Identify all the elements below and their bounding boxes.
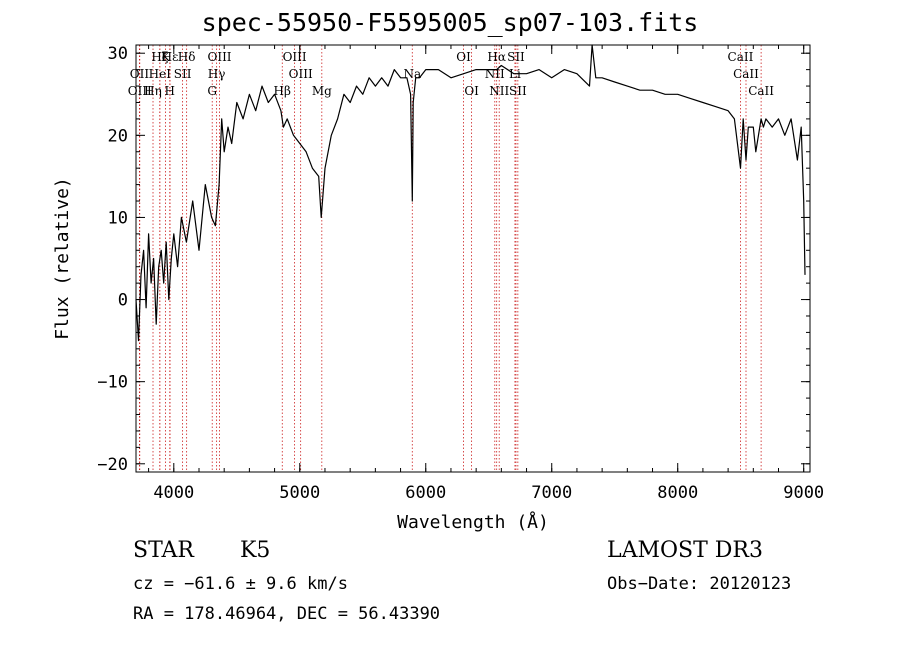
line-label: OIII: [128, 84, 152, 98]
emission-line-markers: [139, 45, 762, 472]
object-subclass: K5: [240, 538, 271, 563]
x-axis-label: Wavelength (Å): [397, 511, 549, 533]
survey-name: LAMOST DR3: [607, 538, 763, 563]
y-tick-label: −20: [97, 455, 128, 475]
line-label: Mg: [312, 84, 332, 98]
x-tick-label: 7000: [531, 483, 572, 503]
line-label: CaII: [748, 84, 774, 98]
line-label: Hα: [487, 50, 506, 64]
line-label: HeI: [149, 67, 172, 81]
axes-layer: 4000 5000 6000 7000 8000 9000 −20 −10 0 10 20 30: [97, 44, 824, 503]
line-label: OI: [456, 50, 471, 64]
y-tick-label: −10: [97, 373, 128, 393]
x-tick-label: 9000: [783, 483, 824, 503]
coordinates: RA = 178.46964, DEC = 56.43390: [133, 604, 441, 624]
line-label: OIII: [289, 67, 313, 81]
line-label: SII: [507, 50, 525, 64]
line-label: K: [161, 50, 171, 64]
series-layer: [135, 44, 806, 342]
line-label: Hζ: [151, 50, 168, 64]
line-label: Hε: [162, 50, 179, 64]
redshift-velocity: cz = −61.6 ± 9.6 km/s: [133, 574, 348, 594]
line-label: Li: [509, 67, 521, 81]
line-label: CaII: [728, 50, 754, 64]
x-tick-label: 5000: [279, 483, 320, 503]
line-label: SII: [509, 84, 527, 98]
line-label: OIII: [283, 50, 307, 64]
x-tick-label: 6000: [405, 483, 446, 503]
line-label: NII: [489, 84, 509, 98]
line-label: H: [165, 84, 175, 98]
y-tick-label: 20: [108, 126, 128, 146]
y-axis-label: Flux (relative): [52, 177, 73, 340]
object-type: STAR: [133, 538, 194, 563]
line-label: Hη: [144, 84, 162, 98]
observation-date: Obs−Date: 20120123: [607, 574, 792, 594]
line-label: Na: [403, 67, 421, 81]
line-label: Hδ: [178, 50, 196, 64]
y-tick-label: 30: [108, 44, 128, 64]
y-tick-label: 10: [108, 208, 128, 228]
chart-title: spec-55950-F5595005_sp07-103.fits: [201, 8, 699, 37]
y-tick-label: 0: [118, 291, 128, 311]
line-label: OII: [130, 67, 150, 81]
spectrum-line: [135, 44, 806, 342]
line-label: Hβ: [274, 84, 291, 98]
line-label: G: [207, 84, 217, 98]
x-tick-label: 4000: [153, 483, 194, 503]
line-label: OIII: [207, 50, 231, 64]
line-label: Hγ: [208, 67, 226, 81]
line-label: SII: [174, 67, 192, 81]
x-tick-label: 8000: [657, 483, 698, 503]
line-label: CaII: [733, 67, 759, 81]
line-label: OI: [464, 84, 479, 98]
line-label: NII: [485, 67, 505, 81]
plot-frame: [135, 44, 811, 473]
